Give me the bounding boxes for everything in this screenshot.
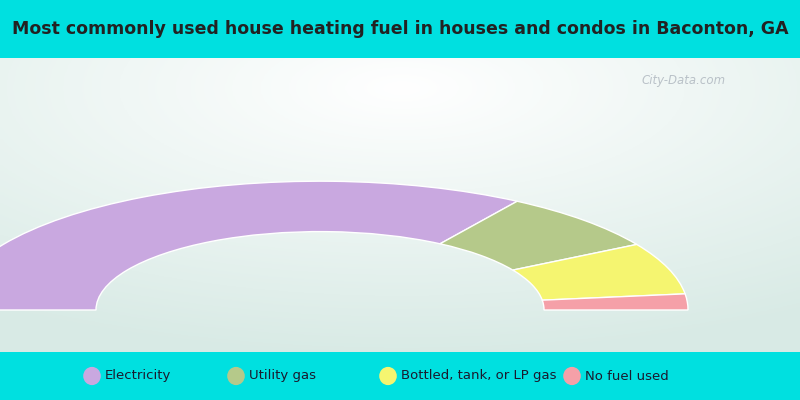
Text: Bottled, tank, or LP gas: Bottled, tank, or LP gas: [401, 370, 556, 382]
Wedge shape: [0, 181, 517, 310]
Wedge shape: [542, 294, 688, 310]
Text: No fuel used: No fuel used: [585, 370, 669, 382]
Ellipse shape: [563, 367, 581, 385]
Ellipse shape: [379, 367, 397, 385]
Wedge shape: [440, 201, 637, 270]
Text: Electricity: Electricity: [105, 370, 171, 382]
Text: Most commonly used house heating fuel in houses and condos in Baconton, GA: Most commonly used house heating fuel in…: [12, 20, 788, 38]
Ellipse shape: [227, 367, 245, 385]
Ellipse shape: [83, 367, 101, 385]
Text: Utility gas: Utility gas: [249, 370, 316, 382]
Text: City-Data.com: City-Data.com: [642, 74, 726, 87]
Wedge shape: [513, 244, 685, 300]
